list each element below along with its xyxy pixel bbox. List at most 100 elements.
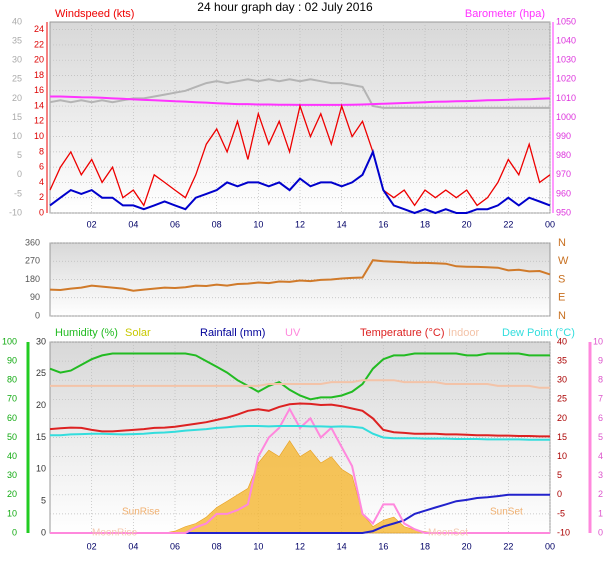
y-tick-label: 1	[598, 508, 603, 518]
y-tick-label: 0	[39, 207, 44, 217]
y-tick-label: 4	[598, 451, 603, 461]
x-tick-label: 14	[337, 541, 347, 551]
x-tick-label: 16	[378, 541, 388, 551]
y-tick-label: N	[558, 237, 566, 249]
x-tick-label: 22	[503, 219, 513, 229]
line	[49, 402, 550, 438]
legend-label: Solar	[125, 327, 151, 339]
y-tick-label: 40	[7, 451, 17, 461]
y-tick-label: 0	[12, 527, 17, 537]
y-tick-label: 20	[12, 93, 22, 103]
y-tick-label: 40	[557, 336, 567, 346]
graph-title: 24 hour graph day : 02 July 2016	[197, 0, 373, 14]
x-tick-label: 18	[420, 219, 430, 229]
y-tick-label: 35	[557, 355, 567, 365]
y-tick-label: 6	[39, 162, 44, 172]
y-tick-label: 990	[556, 131, 571, 141]
y-tick-label: 1030	[556, 55, 576, 65]
y-tick-label: 0	[35, 310, 40, 320]
legend-label: Barometer (hpa)	[465, 8, 545, 20]
x-tick-label: 04	[128, 219, 138, 229]
y-tick-label: 4	[39, 177, 44, 187]
line	[49, 148, 551, 215]
y-tick-label: 1050	[556, 16, 576, 26]
legend-label: Rainfall (mm)	[200, 327, 265, 339]
y-tick-label: 20	[7, 489, 17, 499]
y-tick-label: 5	[598, 432, 603, 442]
x-tick-label: 04	[128, 541, 138, 551]
y-tick-label: 90	[30, 292, 40, 302]
line	[49, 103, 551, 207]
y-tick-label: -10	[9, 207, 22, 217]
y-tick-label: 1010	[556, 93, 576, 103]
y-tick-label: 40	[12, 16, 22, 26]
line	[49, 259, 551, 292]
y-tick-label: 1000	[556, 112, 576, 122]
y-tick-label: 0	[41, 527, 46, 537]
y-tick-label: 8	[39, 146, 44, 156]
y-tick-label: E	[558, 292, 565, 304]
y-tick-label: 2	[39, 192, 44, 202]
x-tick-label: 20	[462, 541, 472, 551]
y-tick-label: 10	[7, 508, 17, 518]
y-tick-label: 30	[12, 55, 22, 65]
y-tick-label: 10	[36, 464, 46, 474]
y-tick-label: 3	[598, 470, 603, 480]
line	[50, 425, 550, 441]
y-tick-label: 30	[7, 470, 17, 480]
x-tick-label: 02	[87, 541, 97, 551]
y-tick-label: 35	[12, 35, 22, 45]
line	[49, 352, 550, 401]
y-tick-label: 60	[7, 413, 17, 423]
y-tick-label: W	[558, 255, 569, 267]
x-tick-label: 00	[545, 541, 555, 551]
y-tick-label: 10	[34, 131, 44, 141]
y-tick-label: 25	[557, 394, 567, 404]
y-tick-label: 1040	[556, 35, 576, 45]
y-tick-label: 8	[598, 375, 603, 385]
x-tick-label: 06	[170, 541, 180, 551]
y-tick-label: 7	[598, 394, 603, 404]
legend-label: Windspeed (kts)	[55, 8, 134, 20]
y-tick-label: -5	[14, 188, 22, 198]
y-tick-label: 2	[598, 489, 603, 499]
x-tick-label: 14	[337, 219, 347, 229]
y-tick-label: 18	[34, 70, 44, 80]
y-tick-label: 14	[34, 100, 44, 110]
y-tick-label: S	[558, 273, 565, 285]
x-tick-label: 08	[212, 219, 222, 229]
x-tick-label: 22	[503, 541, 513, 551]
y-tick-label: 960	[556, 188, 571, 198]
y-tick-label: 30	[557, 375, 567, 385]
legend-label: Temperature (°C)	[360, 327, 444, 339]
y-tick-label: 0	[17, 169, 22, 179]
legend-label: Humidity (%)	[55, 327, 118, 339]
y-tick-label: 950	[556, 207, 571, 217]
y-tick-label: 0	[557, 489, 562, 499]
y-tick-label: 5	[557, 470, 562, 480]
y-tick-label: N	[558, 310, 566, 322]
y-tick-label: 50	[7, 432, 17, 442]
y-tick-label: 0	[598, 527, 603, 537]
y-tick-label: 25	[36, 368, 46, 378]
y-tick-label: 980	[556, 150, 571, 160]
x-tick-label: 00	[545, 219, 555, 229]
y-tick-label: 10	[593, 336, 603, 346]
x-tick-label: 06	[170, 219, 180, 229]
annotation: SunRise	[122, 507, 160, 518]
y-tick-label: 30	[36, 336, 46, 346]
y-tick-label: 5	[17, 150, 22, 160]
y-tick-label: 25	[12, 74, 22, 84]
y-tick-label: 10	[12, 131, 22, 141]
line	[50, 406, 550, 534]
legend-label: UV	[285, 327, 301, 339]
y-tick-label: 24	[34, 24, 44, 34]
annotation: SunSet	[490, 507, 523, 518]
y-tick-label: -10	[557, 527, 570, 537]
x-tick-label: 20	[462, 219, 472, 229]
y-tick-label: 270	[25, 256, 40, 266]
y-tick-label: 5	[41, 496, 46, 506]
x-tick-label: 12	[295, 219, 305, 229]
legend-label: Indoor	[448, 327, 480, 339]
